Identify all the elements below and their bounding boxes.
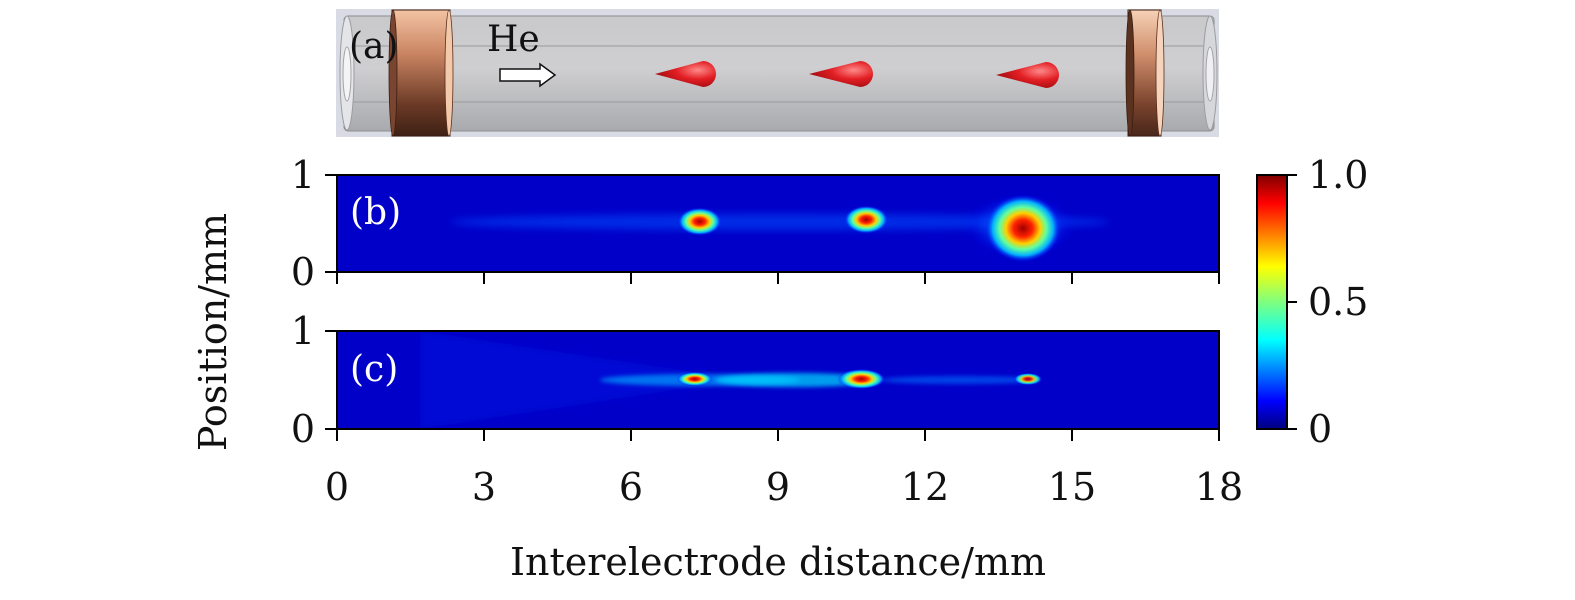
x-tick-label: 9 (766, 465, 790, 509)
plasma-bullet (996, 62, 1059, 88)
x-tick-label: 15 (1048, 465, 1096, 509)
helium-label: He (487, 19, 540, 60)
panel-a-label: (a) (349, 26, 399, 67)
y-tick-label: 1 (291, 153, 315, 197)
electrode-right (1125, 9, 1165, 137)
plasma-bullet (809, 61, 873, 87)
heatmap-c-marks (420, 331, 1042, 429)
gas-flow-arrow-icon (499, 62, 557, 88)
colorbar-ticks: 0 0.5 1.0 (1287, 153, 1368, 451)
intensity-spot (676, 372, 713, 387)
colorbar: 0 0.5 1.0 (1256, 153, 1368, 451)
panel-c-label: (c) (350, 349, 398, 390)
intensity-spot (837, 369, 886, 390)
colorbar-gradient (1256, 174, 1288, 430)
axes: 0 1 0 1 0 3 6 9 12 15 18 (291, 153, 1243, 509)
glow-channel (880, 376, 1040, 384)
panel-a-schematic: (a) He (336, 9, 1219, 137)
colorbar-tick-label: 0 (1308, 407, 1332, 451)
tube-bore-right (1205, 46, 1215, 102)
x-axis-label: Interelectrode distance/mm (510, 540, 1046, 584)
intensity-spot (677, 207, 722, 236)
heatmap-b-marks (450, 194, 1110, 263)
panel-b-label: (b) (350, 192, 401, 233)
x-tick-label: 12 (901, 465, 949, 509)
glow-cone (420, 331, 700, 429)
intensity-spot (844, 205, 889, 234)
glass-tube (343, 15, 1215, 132)
glow-channel (715, 373, 875, 387)
x-tick-label: 0 (325, 465, 349, 509)
x-tick-label: 3 (472, 465, 496, 509)
panel-b-heatmap: (b) (336, 174, 1220, 273)
y-tick-label: 0 (291, 250, 315, 294)
plasma-bullet (655, 61, 716, 87)
y-tick-label: 1 (291, 309, 315, 353)
intensity-spot (985, 194, 1061, 263)
electrode-left (388, 9, 454, 137)
colorbar-tick-label: 1.0 (1308, 153, 1368, 197)
colorbar-tick-label: 0.5 (1308, 280, 1368, 324)
intensity-spot (1013, 373, 1042, 386)
glow-channel (450, 214, 1110, 230)
tube-bore-left (342, 46, 352, 102)
y-axis-label: Position/mm (191, 213, 235, 451)
x-tick-label: 6 (619, 465, 643, 509)
x-tick-label: 18 (1195, 465, 1243, 509)
y-tick-label: 0 (291, 407, 315, 451)
panel-c-heatmap: (c) (336, 330, 1220, 430)
